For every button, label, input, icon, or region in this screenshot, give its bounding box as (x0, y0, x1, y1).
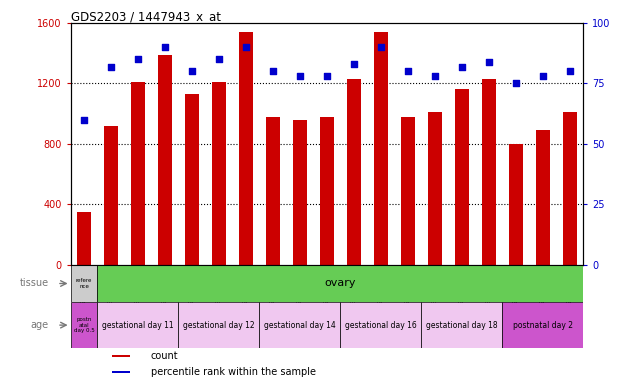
Bar (563, 112, 576, 265)
Bar (536, 130, 549, 265)
Point (241, 44, 251, 50)
Text: gestational day 12: gestational day 12 (183, 321, 254, 329)
Point (538, 73, 548, 79)
Text: tissue: tissue (20, 278, 49, 288)
Bar (112, 355, 130, 357)
Point (376, 44, 386, 50)
Text: GDS2203 / 1447943_x_at: GDS2203 / 1447943_x_at (71, 10, 221, 23)
Point (457, 63, 467, 70)
Point (565, 68, 575, 74)
Bar (78, 212, 91, 265)
Text: gestational day 14: gestational day 14 (264, 321, 336, 329)
Text: percentile rank within the sample: percentile rank within the sample (151, 367, 315, 377)
Bar (509, 144, 522, 265)
Bar (266, 117, 279, 265)
Bar (212, 82, 226, 265)
Bar (112, 371, 130, 373)
Point (322, 73, 332, 79)
Bar (239, 32, 253, 265)
Bar (421, 302, 503, 348)
Text: gestational day 16: gestational day 16 (345, 321, 417, 329)
Point (79, 117, 89, 123)
Text: gestational day 11: gestational day 11 (102, 321, 174, 329)
Point (160, 44, 170, 50)
Bar (158, 55, 172, 265)
Bar (455, 89, 469, 265)
Point (133, 56, 143, 62)
Bar (71, 265, 97, 302)
Bar (293, 120, 306, 265)
Bar (347, 79, 361, 265)
Text: age: age (31, 320, 49, 330)
Bar (401, 117, 415, 265)
Point (268, 68, 278, 74)
Bar (428, 112, 442, 265)
Point (349, 61, 359, 67)
Bar (260, 302, 340, 348)
Bar (503, 302, 583, 348)
Bar (178, 302, 260, 348)
Bar (97, 302, 178, 348)
Bar (185, 94, 199, 265)
Bar (374, 32, 388, 265)
Bar (320, 117, 334, 265)
Bar (71, 302, 97, 348)
Text: gestational day 18: gestational day 18 (426, 321, 497, 329)
Text: refere
nce: refere nce (76, 278, 92, 289)
Point (187, 68, 197, 74)
Point (429, 73, 440, 79)
Bar (340, 302, 421, 348)
Point (295, 73, 305, 79)
Text: count: count (151, 351, 178, 361)
Point (484, 59, 494, 65)
Bar (482, 79, 495, 265)
Point (403, 68, 413, 74)
Bar (131, 82, 145, 265)
Text: ovary: ovary (324, 278, 356, 288)
Text: postnatal day 2: postnatal day 2 (513, 321, 573, 329)
Point (106, 63, 116, 70)
Text: postn
atal
day 0.5: postn atal day 0.5 (74, 317, 94, 333)
Point (214, 56, 224, 62)
Bar (104, 126, 118, 265)
Point (511, 80, 521, 86)
